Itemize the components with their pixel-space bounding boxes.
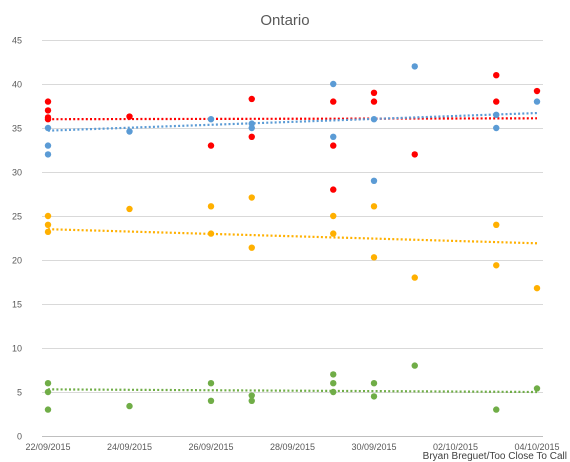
data-point <box>411 151 418 158</box>
data-point <box>370 89 378 97</box>
data-point <box>493 111 500 119</box>
data-point <box>493 262 500 269</box>
data-point <box>207 230 215 237</box>
credit-text: Bryan Breguet/Too Close To Call <box>423 451 567 462</box>
data-point <box>370 203 378 210</box>
y-tick-label: 40 <box>12 80 22 90</box>
data-point <box>44 406 52 413</box>
data-point <box>248 194 255 201</box>
data-points <box>44 63 541 413</box>
data-point <box>44 212 52 220</box>
data-point <box>44 116 52 123</box>
data-point <box>330 98 337 105</box>
data-point <box>370 177 378 184</box>
data-point <box>370 116 378 123</box>
data-point <box>207 116 215 123</box>
data-point <box>533 385 541 392</box>
data-point <box>126 113 133 120</box>
data-point <box>248 244 255 251</box>
data-point <box>330 133 337 140</box>
data-point <box>44 228 52 236</box>
x-tick-label: 24/09/2015 <box>107 442 152 452</box>
y-tick-label: 30 <box>12 168 22 178</box>
data-point <box>126 128 133 135</box>
x-tick-label: 22/09/2015 <box>25 442 70 452</box>
data-point <box>330 230 337 237</box>
y-tick-label: 35 <box>12 124 22 134</box>
data-point <box>411 362 418 369</box>
data-point <box>44 98 52 105</box>
data-point <box>44 107 52 114</box>
data-point <box>126 402 133 410</box>
trendline <box>47 388 538 394</box>
data-point <box>248 120 255 127</box>
y-tick-label: 0 <box>17 432 22 442</box>
data-point <box>330 186 337 193</box>
y-tick-label: 5 <box>17 388 22 398</box>
data-point <box>370 380 378 387</box>
data-point <box>493 221 500 228</box>
data-point <box>493 124 500 132</box>
data-point <box>44 221 52 228</box>
data-point <box>207 380 215 387</box>
data-point <box>248 397 255 404</box>
data-point <box>44 380 52 387</box>
data-point <box>248 133 255 140</box>
y-tick-label: 25 <box>12 212 22 222</box>
data-point <box>493 406 500 413</box>
data-point <box>248 392 255 399</box>
x-tick-label: 02/10/2015 <box>433 442 478 452</box>
data-point <box>44 388 52 396</box>
data-point <box>330 380 337 387</box>
data-point <box>411 63 418 70</box>
data-point <box>493 98 500 105</box>
data-point <box>207 203 215 210</box>
chart-title: Ontario <box>260 12 309 29</box>
y-tick-label: 20 <box>12 256 22 266</box>
data-point <box>44 151 52 158</box>
y-tick-label: 15 <box>12 300 22 310</box>
x-tick-label: 26/09/2015 <box>188 442 233 452</box>
x-tick-label: 28/09/2015 <box>270 442 315 452</box>
data-point <box>411 274 418 281</box>
data-point <box>207 142 215 149</box>
x-axis-ticks: 22/09/2015 24/09/2015 26/09/2015 28/09/2015… <box>25 442 559 452</box>
data-point <box>370 98 378 105</box>
data-point <box>330 388 337 396</box>
trendline <box>47 228 538 245</box>
data-point <box>330 80 337 88</box>
y-tick-label: 45 <box>12 36 22 46</box>
data-point <box>533 87 541 95</box>
data-point <box>370 393 378 400</box>
data-point <box>44 142 52 149</box>
data-point <box>330 212 337 220</box>
data-point <box>533 284 541 292</box>
data-point <box>330 371 337 378</box>
data-point <box>207 397 215 404</box>
trendline <box>47 111 538 132</box>
x-tick-label: 04/10/2015 <box>514 442 559 452</box>
data-point <box>248 95 255 103</box>
data-point <box>330 142 337 149</box>
data-point <box>493 72 500 79</box>
data-point <box>533 98 541 105</box>
x-tick-label: 30/09/2015 <box>351 442 396 452</box>
data-point <box>248 124 255 132</box>
data-point <box>44 124 52 132</box>
y-axis-ticks: 0 5 10 15 20 25 30 35 40 45 <box>12 36 22 442</box>
data-point <box>126 205 133 213</box>
y-tick-label: 10 <box>12 344 22 354</box>
data-point <box>370 254 378 261</box>
